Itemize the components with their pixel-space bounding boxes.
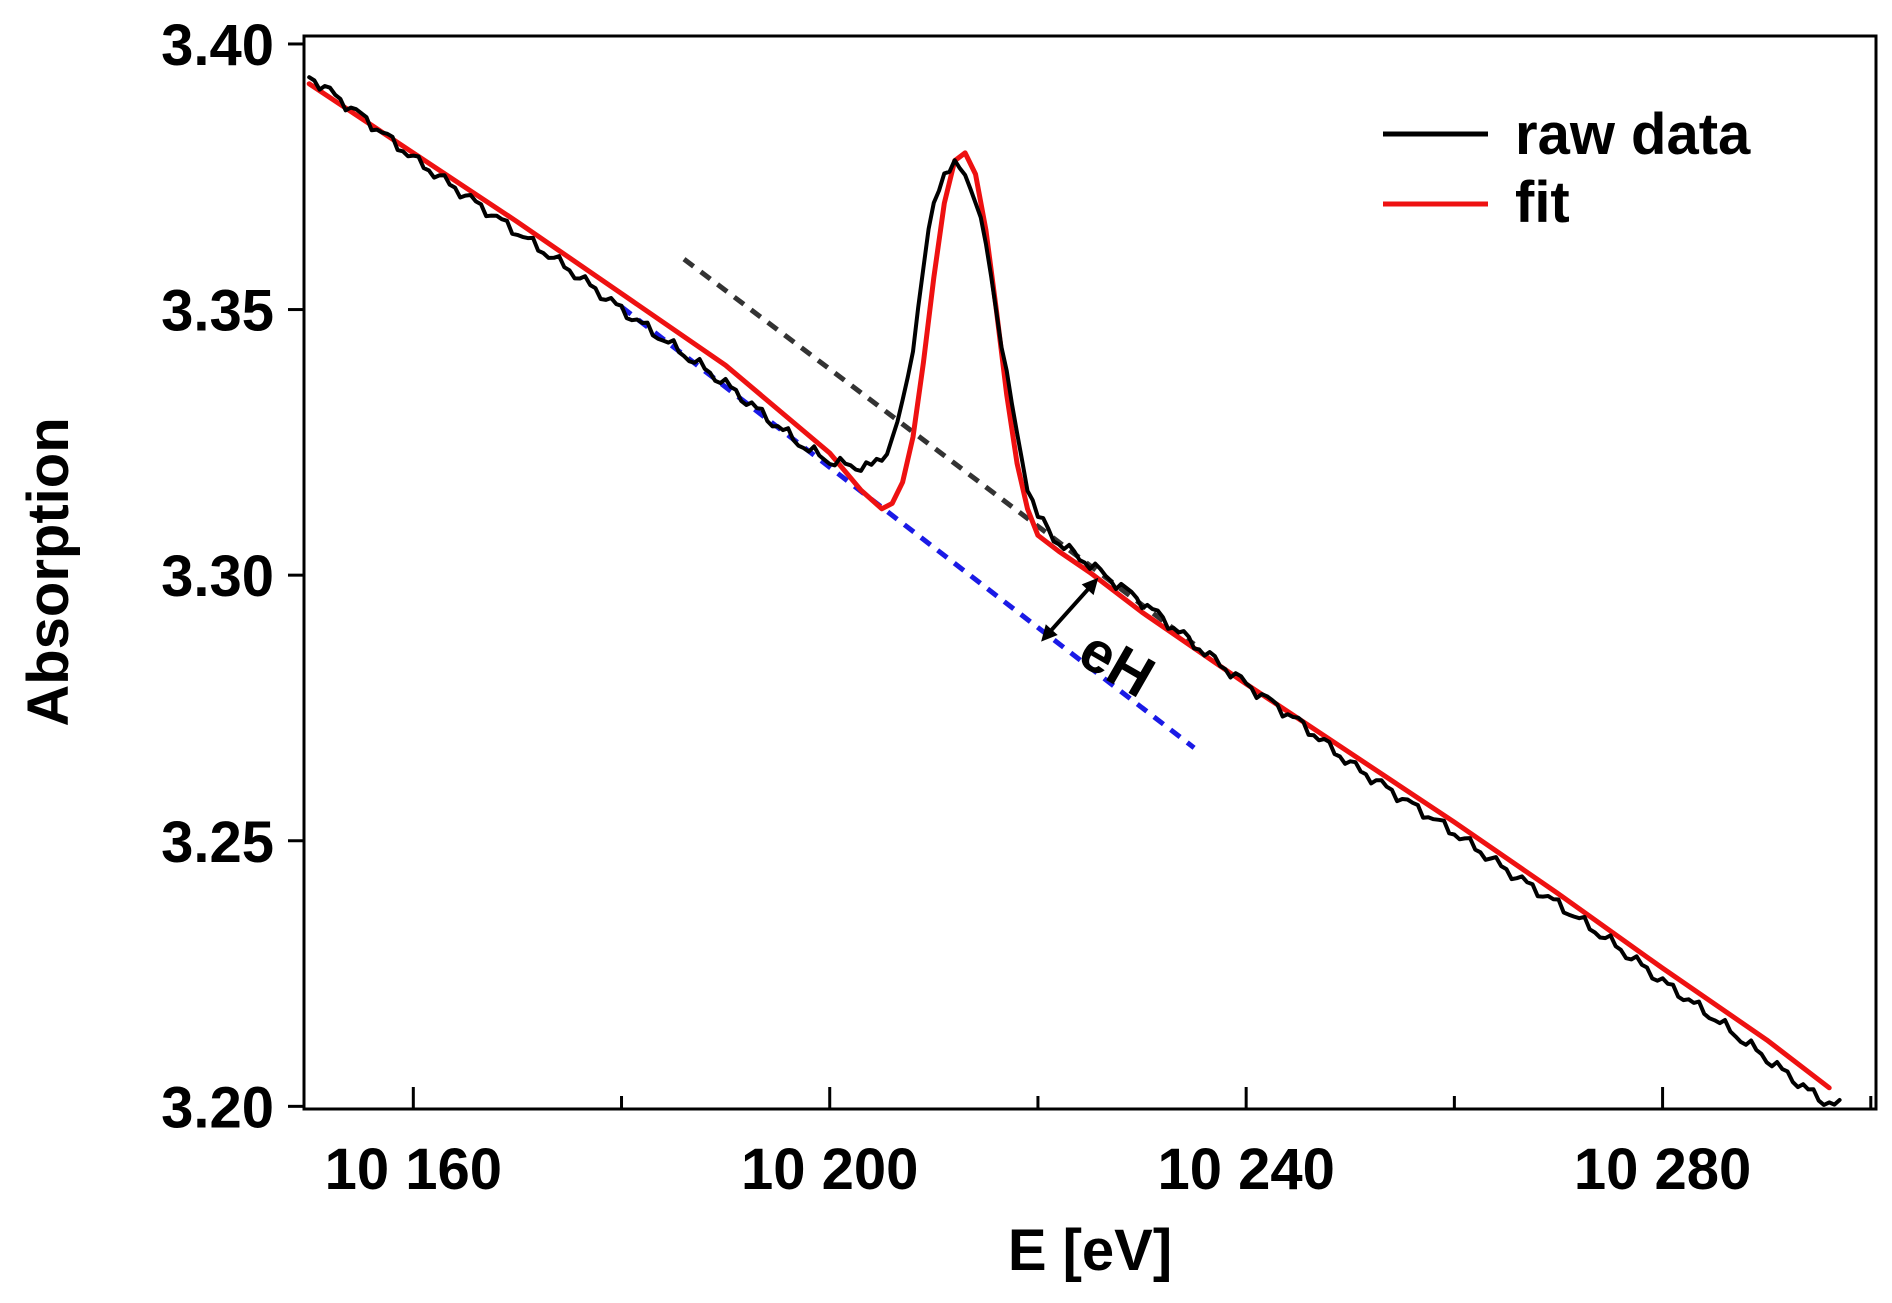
legend: raw data fit (1383, 102, 1751, 235)
y-tick-label-2: 3.30 (161, 544, 274, 609)
legend-label-fit: fit (1515, 170, 1570, 235)
y-tick-label-0: 3.20 (161, 1075, 274, 1140)
eh-label: eH (1069, 617, 1166, 710)
y-tick-label-3: 3.35 (161, 279, 274, 344)
y-tick-label-4: 3.40 (161, 13, 274, 78)
eh-arrowhead-bottom (1041, 624, 1058, 642)
x-axis-title: E [eV] (1008, 1218, 1172, 1283)
x-tick-label-0: 10 160 (325, 1137, 502, 1202)
fit-series-line (306, 81, 1832, 1091)
raw-data-series-line (307, 75, 1842, 1107)
plot-frame (302, 34, 1878, 1111)
eh-arrowhead-top (1081, 577, 1099, 596)
eh-double-arrow (1048, 585, 1092, 634)
x-tick-label-1: 10 200 (741, 1137, 918, 1202)
axis-ticks: 10 160 10 200 10 240 10 280 3.20 3.25 3.30 3.35… (161, 13, 1873, 1202)
y-tick-label-1: 3.25 (161, 810, 274, 875)
x-tick-label-2: 10 240 (1157, 1137, 1334, 1202)
x-tick-label-3: 10 280 (1574, 1137, 1751, 1202)
y-axis-title: Absorption (16, 417, 81, 726)
pre-edge-baseline-line (619, 304, 1196, 750)
legend-label-raw-data: raw data (1515, 102, 1751, 167)
